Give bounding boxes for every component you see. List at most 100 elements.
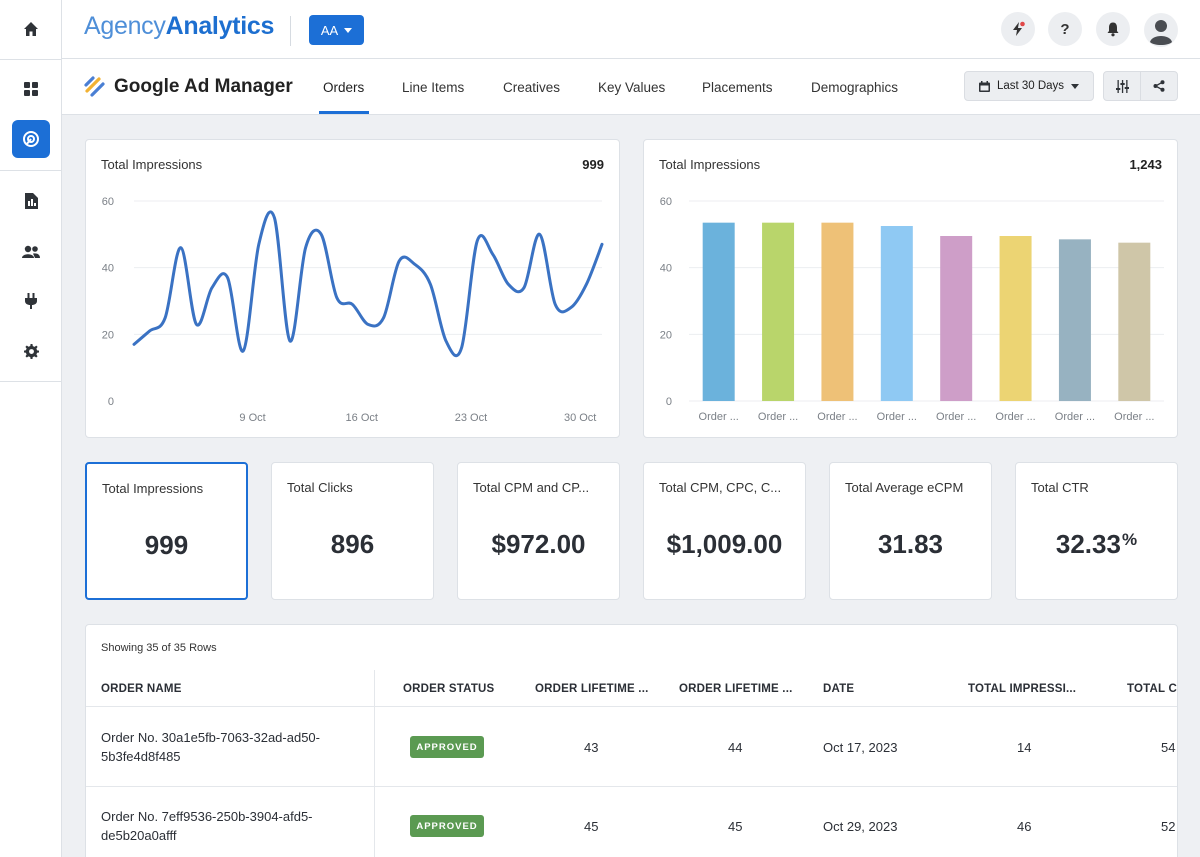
tab-line-items[interactable]: Line Items: [402, 80, 465, 95]
sidebar-item-integrations-plug[interactable]: [12, 282, 50, 320]
share-button[interactable]: [1140, 72, 1177, 100]
page-title: Google Ad Manager: [114, 76, 293, 97]
kpi-total-ctr[interactable]: Total CTR 32.33%: [1015, 462, 1178, 600]
impressions-bar-chart-card: Total Impressions 1,243 60 40 20 0 Order ...…: [643, 139, 1178, 438]
kpi-number: 999: [144, 530, 189, 560]
x-tick-label: Order ...: [1055, 411, 1095, 423]
settings-gear-icon: [23, 343, 39, 359]
kpi-total-cpm-and-cpc[interactable]: Total CPM and CP... $972.00: [457, 462, 620, 600]
kpi-label: Total Average eCPM: [845, 480, 964, 495]
y-tick-label: 60: [660, 196, 672, 208]
x-tick-label: 23 Oct: [455, 412, 487, 424]
sidebar-item-reports[interactable]: [12, 182, 50, 220]
kpi-total-impressions[interactable]: Total Impressions 999: [85, 462, 248, 600]
notifications-button[interactable]: [1096, 12, 1130, 46]
table-row-order-name[interactable]: Order No. 30a1e5fb-7063-32ad-ad50- 5b3fe…: [101, 728, 351, 766]
y-tick-label: 40: [660, 263, 672, 275]
column-header-total-impressions[interactable]: TOTAL IMPRESSI...: [968, 683, 1077, 695]
series-line: [132, 210, 604, 358]
header-divider: [290, 16, 291, 46]
agency-analytics-logo[interactable]: AgencyAnalytics: [84, 12, 274, 41]
kpi-value: $972.00: [458, 529, 619, 560]
chart-title: Total Impressions: [659, 157, 761, 172]
column-header-order-status[interactable]: ORDER STATUS: [403, 683, 495, 695]
account-switcher-button[interactable]: AA: [309, 15, 364, 45]
sidebar-divider: [0, 170, 62, 171]
date-range-picker[interactable]: Last 30 Days: [964, 71, 1094, 101]
kpi-value: 32.33%: [1016, 529, 1177, 560]
kpi-total-clicks[interactable]: Total Clicks 896: [271, 462, 434, 600]
chart-total: 999: [582, 157, 604, 172]
x-tick-label: Order ...: [699, 411, 739, 423]
tab-demographics[interactable]: Demographics: [811, 80, 899, 95]
dashboard-grid-icon: [24, 82, 38, 96]
bell-icon: [1107, 22, 1119, 37]
column-header-order-name[interactable]: ORDER NAME: [101, 683, 182, 695]
integration-subheader: Google Ad Manager Orders Line Items Crea…: [62, 59, 1200, 115]
sidebar: [0, 0, 62, 857]
tab-placements[interactable]: Placements: [702, 80, 773, 95]
order-name-line: 5b3fe4d8f485: [101, 749, 181, 764]
share-icon: [1153, 80, 1165, 92]
kpi-number: 896: [330, 529, 375, 559]
bar: [702, 222, 735, 401]
calendar-icon: [978, 80, 990, 92]
customize-filters-button[interactable]: [1104, 72, 1140, 100]
sidebar-item-integrations[interactable]: [12, 120, 50, 158]
logo-text-part2: Analytics: [165, 12, 275, 40]
date-range-label: Last 30 Days: [996, 80, 1065, 92]
user-avatar-icon[interactable]: [1144, 13, 1178, 47]
help-button[interactable]: ?: [1048, 12, 1082, 46]
integrations-target-icon: [23, 131, 39, 147]
lightning-notification-button[interactable]: [1001, 12, 1035, 46]
column-header-total-clicks[interactable]: TOTAL CL: [1127, 683, 1177, 695]
sidebar-item-home[interactable]: [12, 10, 50, 48]
tab-key-values[interactable]: Key Values: [598, 80, 666, 95]
bar: [762, 222, 795, 401]
sidebar-divider: [0, 381, 62, 382]
tab-creatives[interactable]: Creatives: [503, 80, 561, 95]
bar: [821, 222, 854, 401]
kpi-value: 999: [87, 530, 246, 561]
table-row-order-name[interactable]: Order No. 7eff9536-250b-3904-afd5- de5b2…: [101, 807, 351, 845]
kpi-number: 32.33: [1055, 529, 1121, 559]
status-badge: APPROVED: [410, 815, 484, 837]
kpi-number: $1,009.00: [666, 529, 783, 559]
bar-chart[interactable]: 60 40 20 0 Order ... Order ... Order ... Order …: [644, 140, 1179, 439]
row-divider: [86, 786, 1177, 787]
x-tick-label: 30 Oct: [564, 412, 596, 424]
column-header-order-lifetime-1[interactable]: ORDER LIFETIME ...: [535, 683, 649, 695]
kpi-total-average-ecpm[interactable]: Total Average eCPM 31.83: [829, 462, 992, 600]
cell-order-lifetime-1: 45: [584, 819, 599, 834]
view-actions-group: [1103, 71, 1178, 101]
kpi-total-cpm-cpc-combined[interactable]: Total CPM, CPC, C... $1,009.00: [643, 462, 806, 600]
sidebar-item-users[interactable]: [12, 233, 50, 271]
x-tick-label: 16 Oct: [346, 412, 378, 424]
x-tick-label: Order ...: [817, 411, 857, 423]
sidebar-item-dashboards[interactable]: [12, 70, 50, 108]
tab-orders[interactable]: Orders: [323, 80, 365, 95]
bar: [1118, 242, 1151, 401]
google-ad-manager-logo-icon: [84, 76, 105, 97]
home-icon: [24, 22, 38, 36]
column-header-order-lifetime-2[interactable]: ORDER LIFETIME ...: [679, 683, 793, 695]
chevron-down-icon: [1071, 83, 1080, 89]
header-divider: [86, 706, 1177, 707]
y-tick-label: 60: [102, 196, 114, 208]
sidebar-item-settings[interactable]: [12, 332, 50, 370]
kpi-label: Total Impressions: [102, 481, 204, 496]
kpi-value: 896: [272, 529, 433, 560]
account-switcher-label: AA: [320, 22, 339, 38]
column-header-date[interactable]: DATE: [823, 683, 855, 695]
kpi-value: $1,009.00: [644, 529, 805, 560]
order-name-line: Order No. 30a1e5fb-7063-32ad-ad50-: [101, 730, 320, 745]
top-bar: AgencyAnalytics AA ?: [0, 0, 1200, 59]
lightning-icon: [1013, 21, 1025, 36]
kpi-label: Total CPM, CPC, C...: [659, 480, 782, 495]
cell-total-clicks: 52: [1161, 819, 1176, 834]
line-chart[interactable]: 60 40 20 0 9 Oct 16 Oct 23 Oct 30 Oct: [86, 140, 621, 439]
y-tick-label: 20: [660, 329, 672, 341]
x-tick-label: Order ...: [877, 411, 917, 423]
x-tick-label: Order ...: [936, 411, 976, 423]
kpi-label: Total CTR: [1031, 480, 1089, 495]
